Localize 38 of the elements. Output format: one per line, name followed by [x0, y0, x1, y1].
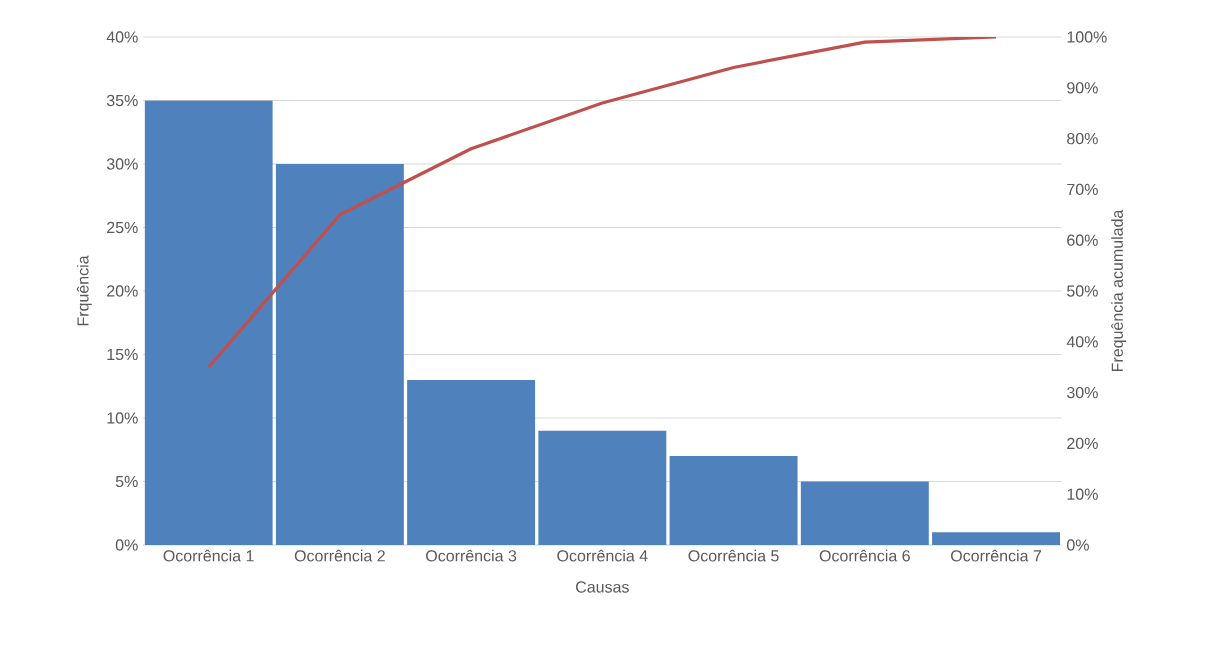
x-tick-label: Ocorrência 2 — [294, 549, 385, 562]
y-tick-label: 10% — [107, 412, 138, 424]
y-axis-title: Frquência — [76, 255, 92, 326]
y-tick-label: 35% — [106, 94, 138, 107]
y2-tick-label: 20% — [1067, 437, 1098, 450]
y2-tick-label: 40% — [1066, 336, 1098, 348]
bar — [275, 163, 404, 545]
y-tick-label: 30% — [106, 158, 138, 170]
y-tick-label: 20% — [107, 285, 138, 297]
x-tick-label: Ocorrência 1 — [163, 549, 254, 562]
y-tick-label: 15% — [107, 348, 138, 361]
bar — [538, 430, 667, 545]
line-series — [207, 36, 998, 369]
y2-tick-label: 90% — [1067, 82, 1098, 94]
y-tick-label: 40% — [106, 31, 138, 43]
y2-tick-label: 100% — [1067, 31, 1107, 43]
x-tick-label: Ocorrência 4 — [557, 549, 648, 562]
y2-tick-label: 80% — [1067, 132, 1098, 145]
y-tick-label: 5% — [115, 475, 138, 488]
y2-axis-title: Frequência acumulada — [1111, 209, 1127, 372]
y-tick-label: 0% — [115, 539, 138, 551]
y2-tick-label: 70% — [1067, 183, 1098, 196]
x-axis-title: Causas — [576, 581, 629, 593]
y2-tick-label: 30% — [1066, 386, 1098, 399]
x-tick-label: Ocorrência 7 — [951, 549, 1042, 562]
bar — [407, 379, 536, 545]
x-tick-label: Ocorrência 5 — [688, 549, 779, 562]
x-tick-label: Ocorrência 3 — [426, 549, 517, 562]
x-tick-label: Ocorrência 6 — [819, 549, 910, 562]
y2-tick-label: 0% — [1067, 539, 1089, 551]
bar — [144, 100, 273, 545]
y2-tick-label: 50% — [1067, 285, 1098, 297]
y2-tick-label: 10% — [1067, 488, 1098, 500]
bar — [932, 532, 1061, 545]
y-tick-label: 25% — [107, 221, 138, 234]
y2-tick-label: 60% — [1067, 234, 1098, 246]
bar — [800, 481, 929, 545]
bar — [669, 456, 798, 545]
